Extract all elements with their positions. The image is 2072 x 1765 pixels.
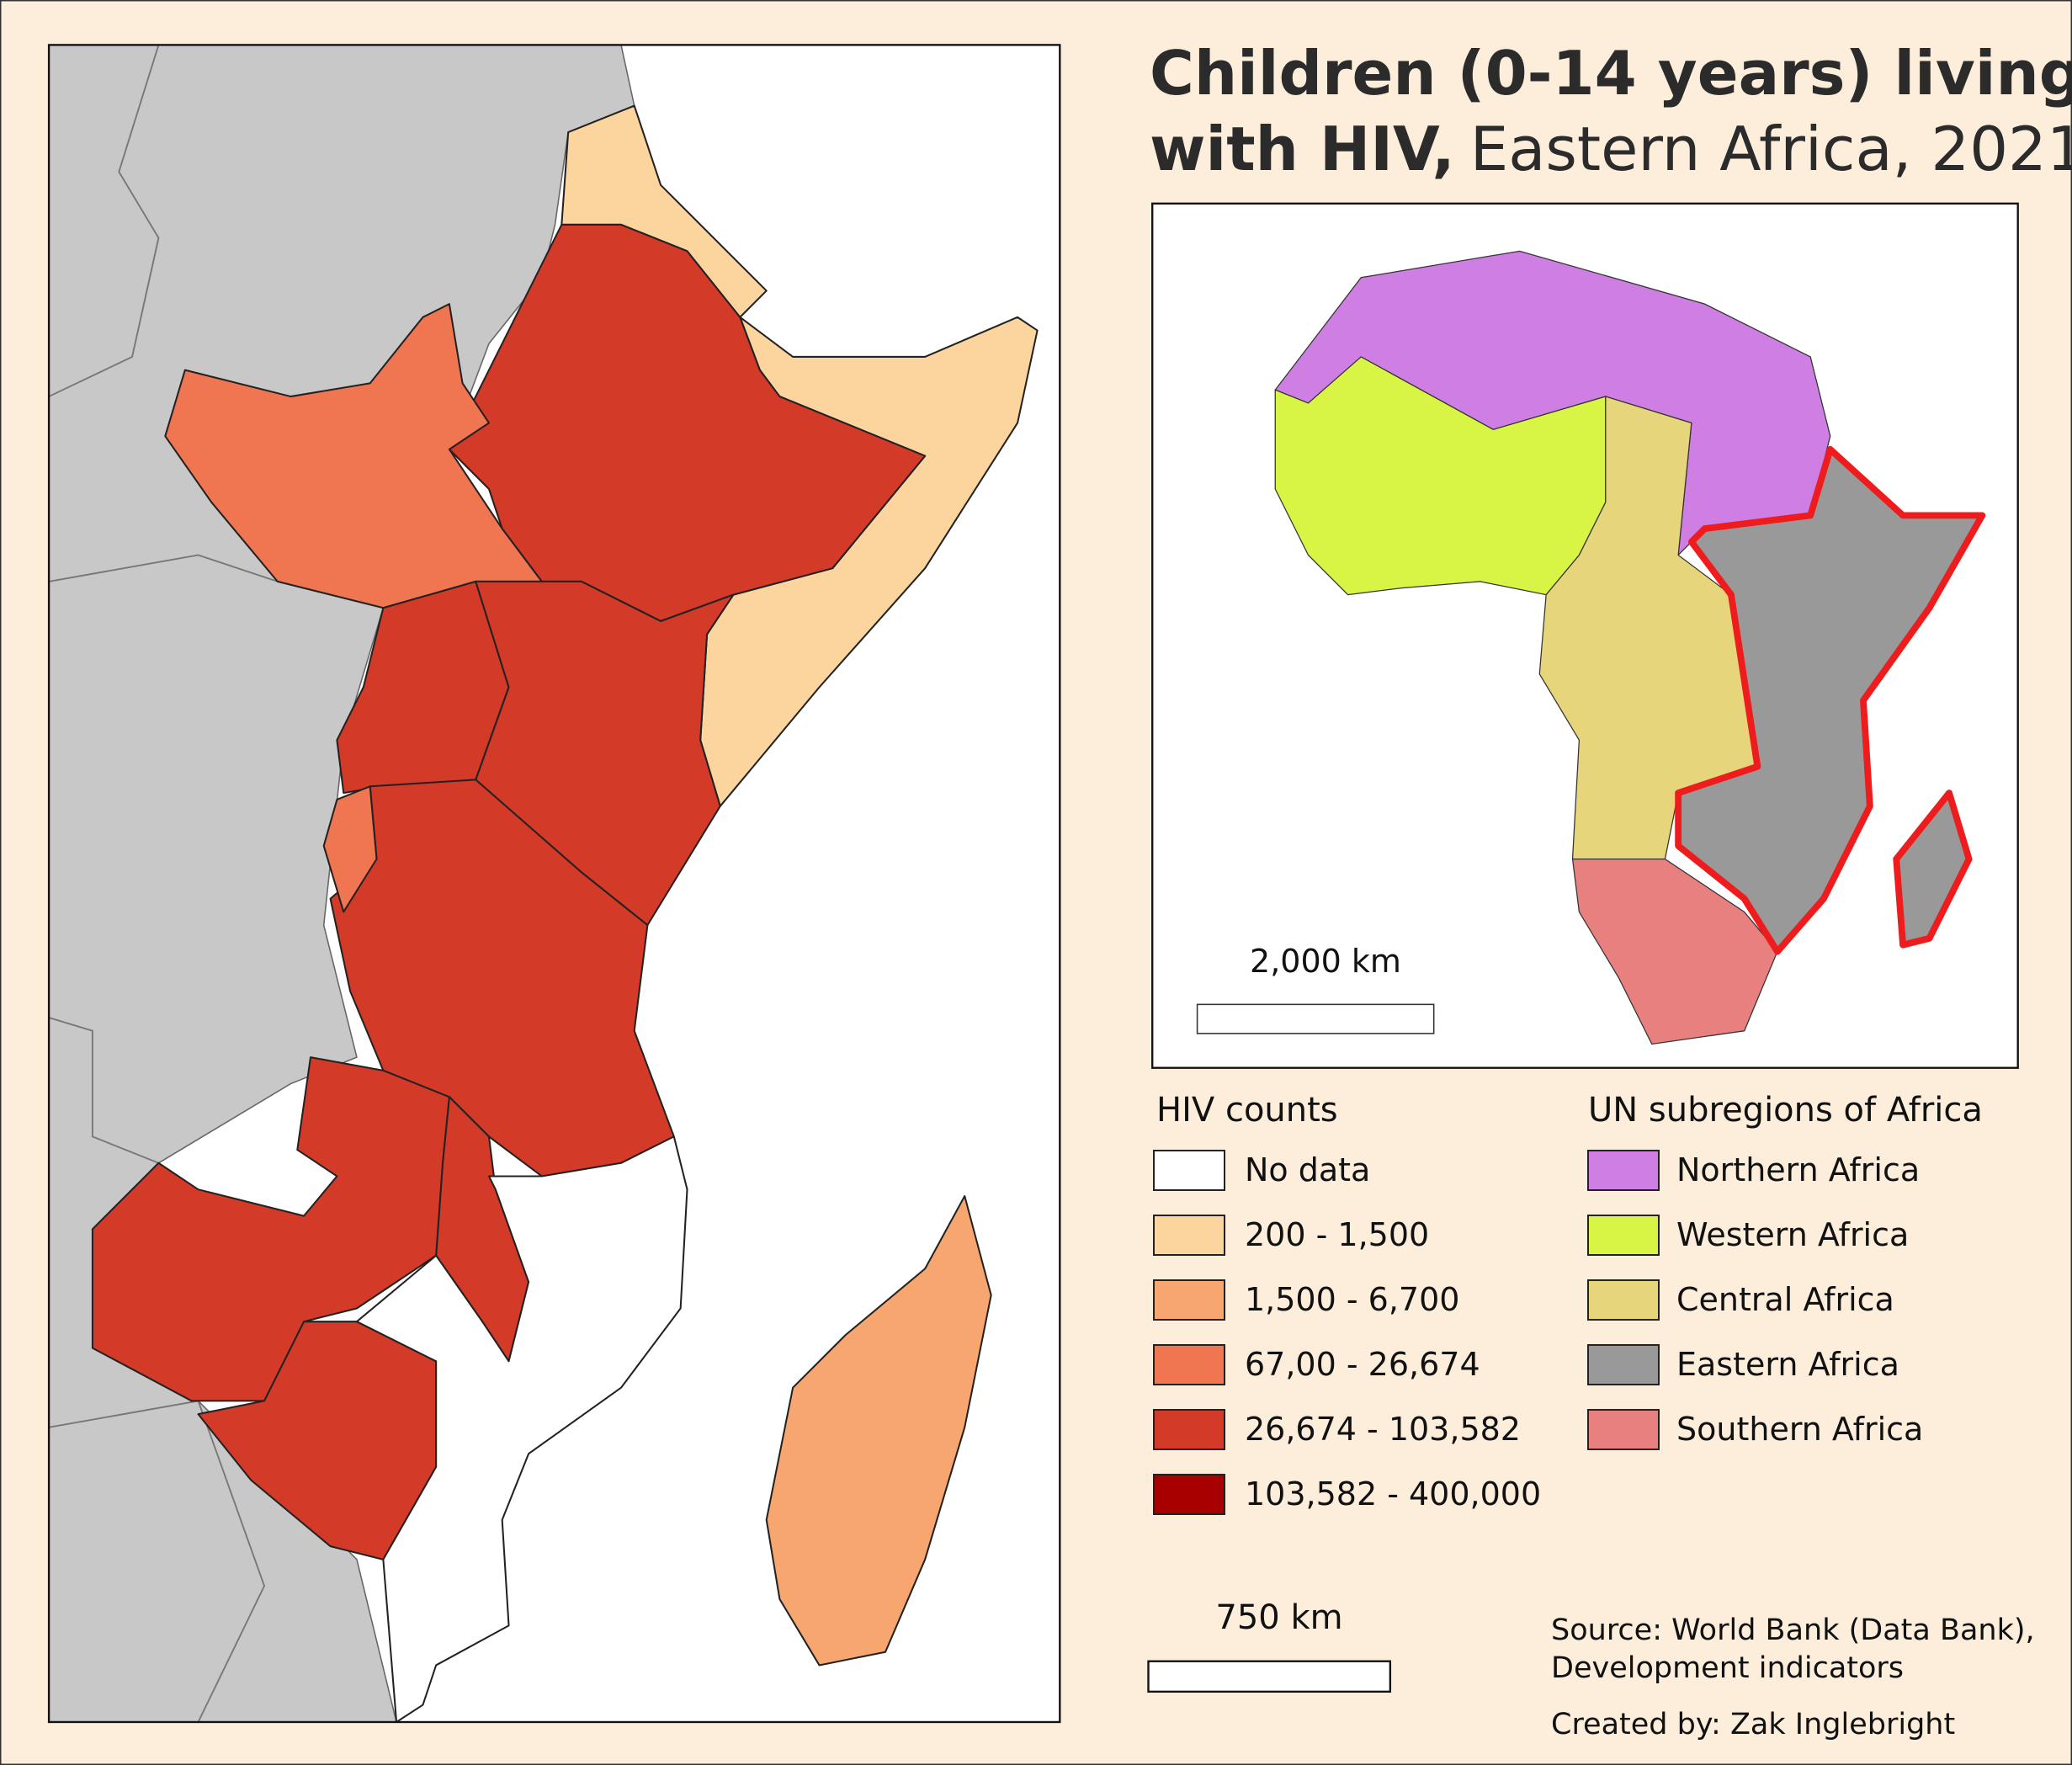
legend-swatch bbox=[1153, 1344, 1225, 1385]
zambia bbox=[91, 1056, 450, 1402]
source-line: Development indicators bbox=[1551, 1651, 1904, 1685]
main-scale-bar bbox=[1147, 1660, 1392, 1693]
legend-label: Western Africa bbox=[1676, 1216, 1909, 1253]
legend-swatch bbox=[1587, 1344, 1660, 1385]
credit: Created by: Zak Inglebright bbox=[1551, 1708, 1955, 1741]
borders bbox=[49, 45, 160, 397]
source-line: Source: World Bank (Data Bank), bbox=[1551, 1613, 2035, 1647]
title-line-2: with HIV, Eastern Africa, 2021 bbox=[1150, 114, 2072, 184]
title-bold: with HIV, bbox=[1150, 114, 1455, 184]
legend-swatch bbox=[1587, 1150, 1660, 1191]
main-map bbox=[49, 45, 1039, 1722]
south-sudan bbox=[164, 303, 543, 609]
legend-swatch bbox=[1153, 1474, 1225, 1515]
madagascar-inset bbox=[1893, 789, 1973, 949]
legend-label: 200 - 1,500 bbox=[1245, 1216, 1429, 1253]
rwanda-burundi bbox=[322, 785, 378, 913]
borders bbox=[49, 554, 279, 582]
legend-swatch bbox=[1153, 1409, 1225, 1450]
title-regular: Eastern Africa, 2021 bbox=[1470, 114, 2072, 184]
madagascar bbox=[765, 1195, 992, 1667]
inset-map bbox=[1274, 250, 1986, 1045]
kenya bbox=[475, 580, 735, 927]
title-line-1: Children (0-14 years) living bbox=[1150, 38, 2072, 109]
eastern-africa bbox=[1675, 445, 1986, 955]
legend-label: 1,500 - 6,700 bbox=[1245, 1281, 1459, 1318]
legend-swatch bbox=[1587, 1279, 1660, 1321]
legend-label: Eastern Africa bbox=[1676, 1346, 1899, 1383]
borders bbox=[49, 1400, 266, 1722]
legend-label: Southern Africa bbox=[1676, 1411, 1923, 1448]
legend-label: No data bbox=[1245, 1151, 1370, 1188]
legend-swatch bbox=[1153, 1279, 1225, 1321]
legend-swatch bbox=[1587, 1215, 1660, 1256]
legend-title: HIV counts bbox=[1156, 1091, 1338, 1130]
legend-swatch bbox=[1587, 1409, 1660, 1450]
legend-label: 67,00 - 26,674 bbox=[1245, 1346, 1480, 1383]
legend-label: Central Africa bbox=[1676, 1281, 1894, 1318]
map-drawing bbox=[47, 44, 2019, 1724]
borders bbox=[49, 1017, 159, 1164]
mozambique bbox=[355, 1135, 688, 1722]
inset-scale-label: 2,000 km bbox=[1250, 943, 1401, 980]
legend-title: UN subregions of Africa bbox=[1588, 1091, 1983, 1130]
legend-swatch bbox=[1153, 1150, 1225, 1191]
main-map-frame bbox=[47, 44, 1061, 1724]
southern-africa bbox=[1571, 859, 1778, 1045]
inset-scale-bar bbox=[1196, 1003, 1435, 1034]
legend-label: 103,582 - 400,000 bbox=[1245, 1475, 1541, 1512]
legend-label: 26,674 - 103,582 bbox=[1245, 1411, 1521, 1448]
legend-label: Northern Africa bbox=[1676, 1151, 1920, 1188]
main-scale-label: 750 km bbox=[1215, 1598, 1342, 1637]
legend-swatch bbox=[1153, 1215, 1225, 1256]
